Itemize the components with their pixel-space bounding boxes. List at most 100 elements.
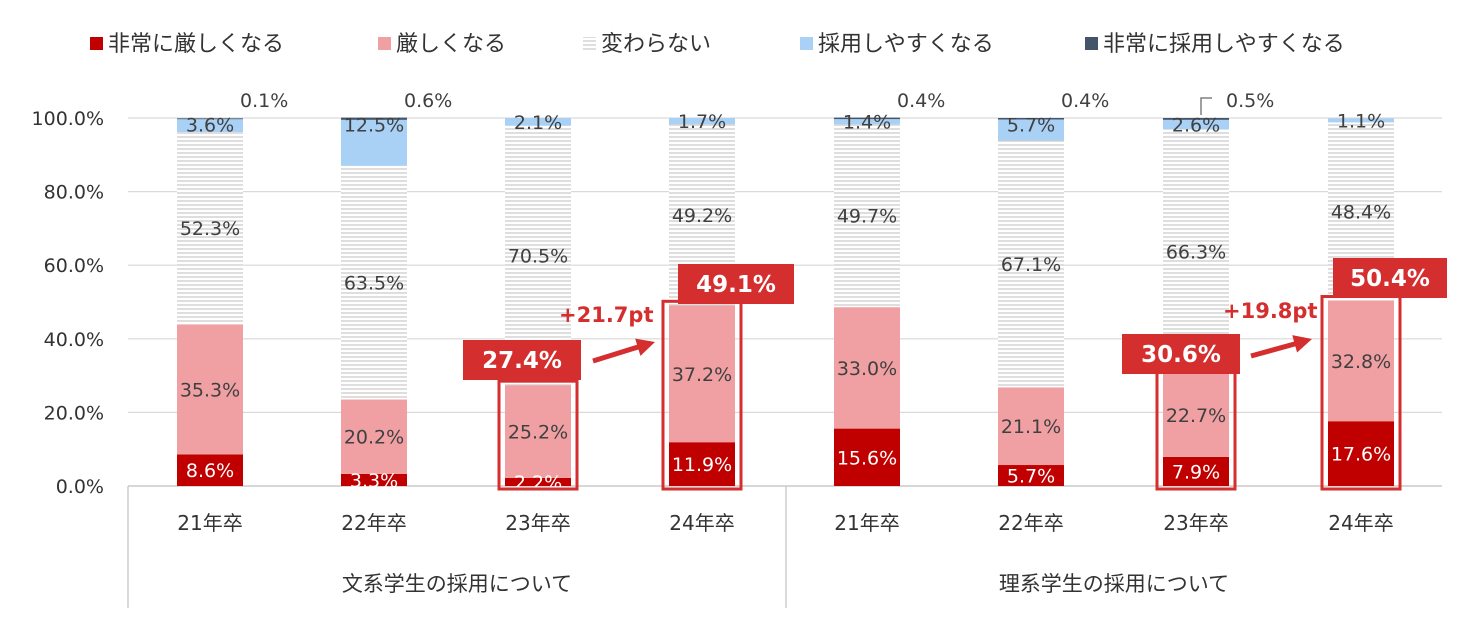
bar-segment <box>669 118 735 125</box>
x-category-label: 23年卒 <box>1163 511 1228 535</box>
data-label: 21.1% <box>1001 416 1061 438</box>
legend-swatch <box>378 37 391 50</box>
bar-segment <box>998 119 1064 141</box>
data-label: 5.7% <box>1007 466 1055 488</box>
bar-segment <box>834 124 900 308</box>
data-labels: 8.6% 35.3% 52.3% 3.6% 0.1% 3.3% 20.2% 63.5% 12.5… <box>180 90 1391 494</box>
change-arrow <box>592 343 644 364</box>
data-label: 22.7% <box>1166 405 1226 427</box>
bar-segment <box>341 117 407 120</box>
data-label: 2.1% <box>514 112 562 134</box>
data-label: 11.9% <box>672 454 732 476</box>
bar-segment <box>834 307 900 429</box>
total-callout-text: 27.4% <box>482 348 562 374</box>
data-label: 0.4% <box>1061 90 1109 112</box>
total-callout-box <box>1122 334 1240 374</box>
legend-label: 厳しくなる <box>396 32 506 57</box>
data-label: 49.2% <box>672 205 732 227</box>
data-label: 1.1% <box>1337 110 1385 132</box>
y-tick-label: 60.0% <box>44 255 104 277</box>
data-label: 37.2% <box>672 364 732 386</box>
group-label: 文系学生の採用について <box>342 572 572 596</box>
y-tick-label: 0.0% <box>56 476 104 498</box>
x-category-label: 24年卒 <box>669 511 734 535</box>
legend-swatch <box>1085 37 1098 50</box>
legend-label: 非常に厳しくなる <box>108 32 284 57</box>
bar-segment <box>505 118 571 126</box>
bar-segment <box>341 119 407 166</box>
y-tick-label: 100.0% <box>32 108 104 130</box>
data-label: 0.1% <box>240 90 288 112</box>
data-label: 7.9% <box>1172 461 1220 483</box>
annotations: 27.4% 49.1% +21.7pt 30.6% 50.4% +19.8pt <box>463 258 1447 491</box>
data-label: 0.6% <box>404 90 452 112</box>
legend-swatch <box>800 37 813 50</box>
bar-segment <box>1328 421 1394 486</box>
data-label: 5.7% <box>1007 115 1055 137</box>
data-label: 15.6% <box>837 447 897 469</box>
x-category-label: 21年卒 <box>834 511 899 535</box>
data-label: 3.3% <box>350 470 398 492</box>
legend-label: 採用しやすくなる <box>818 32 994 57</box>
bar-segment <box>1163 456 1229 486</box>
bar-segment <box>1163 118 1229 120</box>
bar-segment <box>341 165 407 400</box>
legend-swatch <box>583 37 596 50</box>
bar-segment <box>834 119 900 125</box>
legend-label: 非常に採用しやすくなる <box>1103 32 1345 57</box>
data-label: 25.2% <box>508 422 568 444</box>
bar-segment <box>1328 300 1394 422</box>
legend-label: 変わらない <box>601 32 711 57</box>
x-category-label: 24年卒 <box>1328 511 1393 535</box>
total-callout-box <box>678 264 794 304</box>
x-category-label: 22年卒 <box>998 511 1063 535</box>
data-label: 0.5% <box>1226 90 1274 112</box>
bar-segment <box>998 140 1064 388</box>
bar-segment <box>669 305 735 443</box>
y-tick-label: 20.0% <box>44 402 104 424</box>
data-label: 49.7% <box>837 206 897 228</box>
data-label: 70.5% <box>508 245 568 267</box>
data-label: 17.6% <box>1331 444 1391 466</box>
bar-segment <box>834 117 900 120</box>
bar-segment <box>177 324 243 455</box>
bar-segment <box>998 118 1064 120</box>
data-label: 2.6% <box>1172 115 1220 137</box>
bar-segment <box>341 399 407 474</box>
data-label: 2.2% <box>514 472 562 494</box>
bar-segment <box>177 131 243 325</box>
data-label: 67.1% <box>1001 254 1061 276</box>
data-label: 0.4% <box>897 90 945 112</box>
data-label: 66.3% <box>1166 241 1226 263</box>
y-tick-label: 80.0% <box>44 182 104 204</box>
total-callout-box <box>1333 258 1447 298</box>
total-callout-text: 50.4% <box>1350 266 1430 292</box>
change-arrow-head <box>1292 335 1312 353</box>
bar-segment <box>998 387 1064 466</box>
data-label: 8.6% <box>186 460 234 482</box>
data-label: 35.3% <box>180 379 240 401</box>
data-label: 52.3% <box>180 218 240 240</box>
bar-segment <box>341 473 407 486</box>
data-label: 12.5% <box>344 115 404 137</box>
bar-segment <box>834 428 900 486</box>
bar-segment <box>177 118 243 132</box>
data-label: 20.2% <box>344 427 404 449</box>
change-arrow-head <box>635 338 655 356</box>
group-label: 理系学生の採用について <box>999 572 1229 596</box>
highlight-outline <box>497 379 579 491</box>
data-label: 33.0% <box>837 358 897 380</box>
total-callout-text: 49.1% <box>696 272 776 298</box>
total-callout-text: 30.6% <box>1141 342 1221 368</box>
leader-line <box>1200 97 1212 115</box>
data-label: 1.4% <box>843 112 891 134</box>
bar-segment <box>998 465 1064 486</box>
x-category-label: 21年卒 <box>177 511 242 535</box>
legend-swatch <box>90 37 103 50</box>
y-tick-label: 40.0% <box>44 329 104 351</box>
change-arrow <box>1250 340 1301 359</box>
total-callout-box <box>463 340 581 380</box>
data-label: 3.6% <box>186 115 234 137</box>
bar-segment <box>669 442 735 486</box>
data-label: 1.7% <box>678 111 726 133</box>
